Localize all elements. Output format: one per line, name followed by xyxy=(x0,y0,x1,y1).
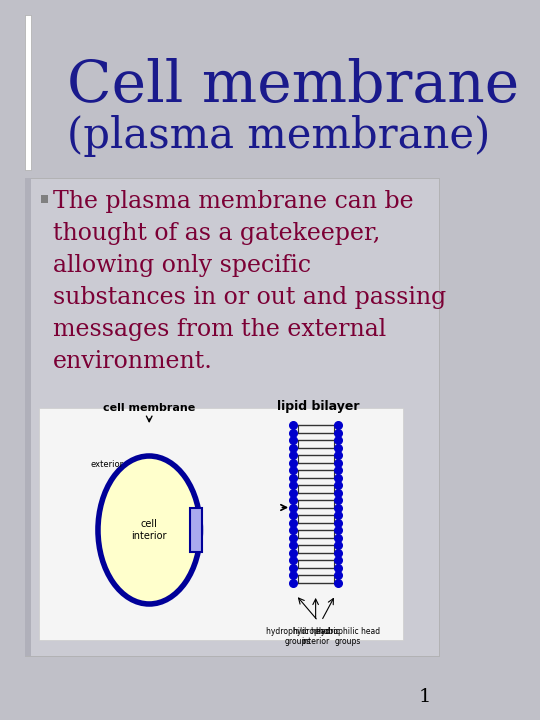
Text: hydrophilic head
groups: hydrophilic head groups xyxy=(315,627,380,647)
Text: (plasma membrane): (plasma membrane) xyxy=(67,115,490,157)
Bar xyxy=(41,195,48,203)
Text: The plasma membrane can be: The plasma membrane can be xyxy=(53,190,414,213)
Text: hydrophobic
interior: hydrophobic interior xyxy=(292,627,340,647)
Text: thought of as a gatekeeper,: thought of as a gatekeeper, xyxy=(53,222,381,245)
Text: Cell membrane: Cell membrane xyxy=(67,58,519,114)
Text: cell membrane: cell membrane xyxy=(103,403,195,413)
Bar xyxy=(25,178,438,656)
Text: environment.: environment. xyxy=(53,350,213,373)
Bar xyxy=(25,15,31,170)
Text: cell
interior: cell interior xyxy=(131,519,167,541)
Bar xyxy=(190,508,201,552)
Text: messages from the external: messages from the external xyxy=(53,318,387,341)
Text: lipid bilayer: lipid bilayer xyxy=(277,400,359,413)
Text: exterior: exterior xyxy=(90,460,123,469)
Text: 1: 1 xyxy=(419,688,431,706)
Ellipse shape xyxy=(98,456,200,604)
Text: substances in or out and passing: substances in or out and passing xyxy=(53,286,447,309)
Text: hydrophilic head
groups: hydrophilic head groups xyxy=(266,627,329,647)
Bar xyxy=(25,178,31,656)
Text: allowing only specific: allowing only specific xyxy=(53,254,311,277)
Bar xyxy=(39,408,403,640)
